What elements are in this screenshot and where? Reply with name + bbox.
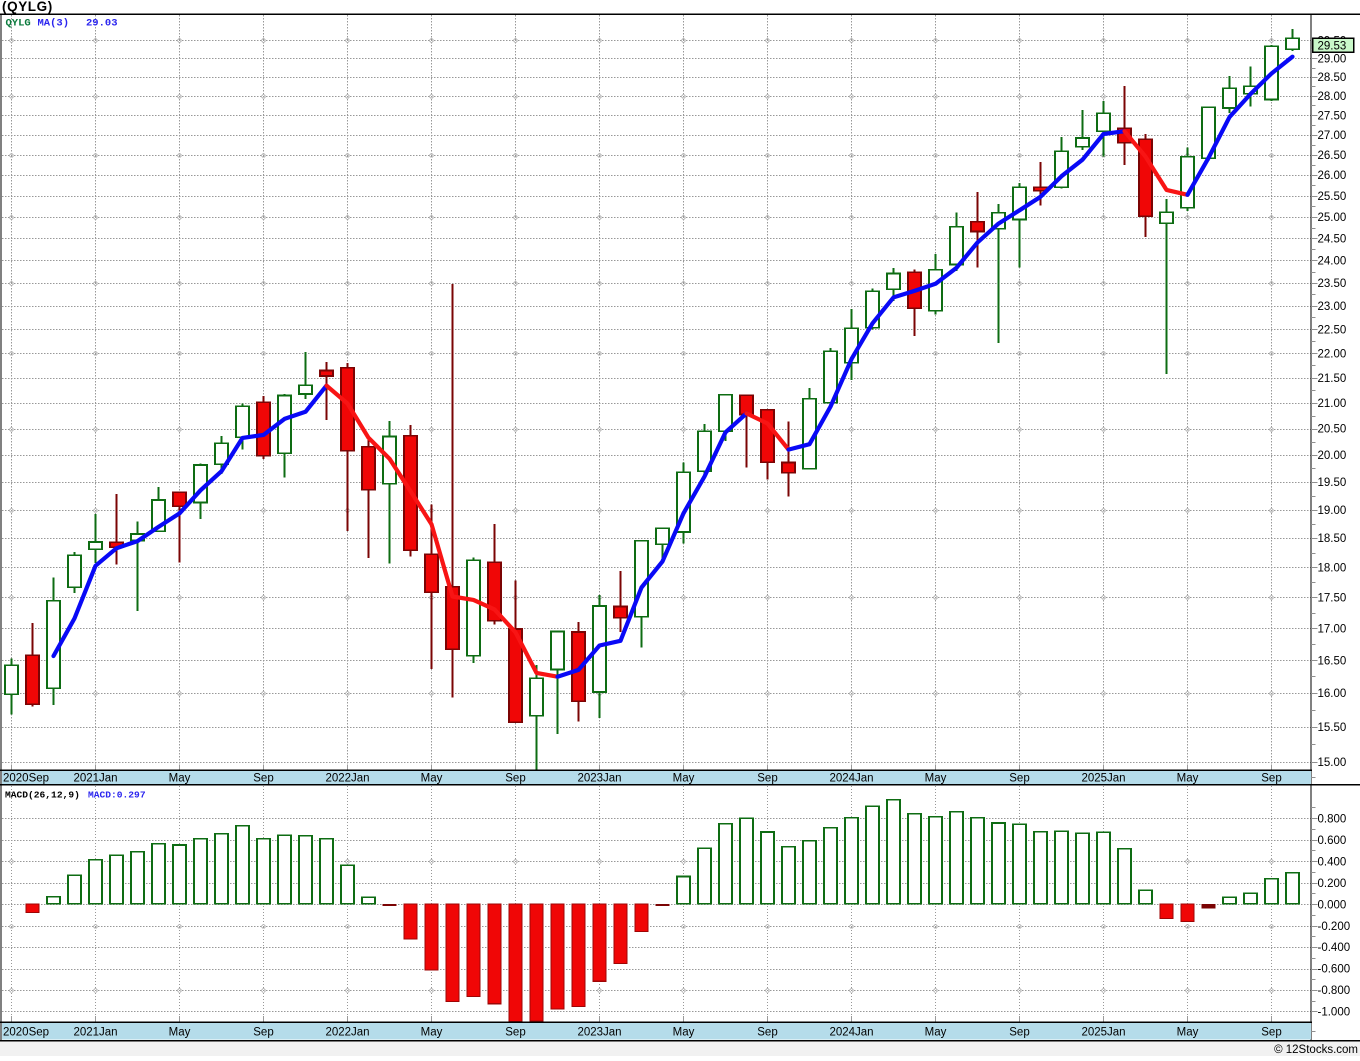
svg-text:-0.200: -0.200: [1318, 921, 1351, 933]
svg-text:22.50: 22.50: [1318, 324, 1347, 336]
svg-text:27.00: 27.00: [1318, 130, 1347, 142]
svg-text:21.00: 21.00: [1318, 398, 1347, 410]
svg-text:2024Jan: 2024Jan: [829, 773, 873, 785]
svg-text:17.50: 17.50: [1318, 593, 1347, 605]
svg-text:May: May: [673, 1027, 695, 1039]
svg-text:26.00: 26.00: [1318, 170, 1347, 182]
svg-text:Sep: Sep: [505, 773, 525, 785]
svg-text:29.53: 29.53: [1318, 41, 1347, 53]
svg-text:19.50: 19.50: [1318, 477, 1347, 489]
svg-text:24.50: 24.50: [1318, 234, 1347, 246]
svg-text:24.00: 24.00: [1318, 256, 1347, 268]
svg-text:MA(3): MA(3): [38, 18, 70, 30]
svg-text:2020Sep: 2020Sep: [3, 1027, 49, 1039]
svg-text:QYLG: QYLG: [6, 18, 31, 30]
svg-text:23.50: 23.50: [1318, 278, 1347, 290]
svg-text:MACD:0.297: MACD:0.297: [88, 790, 146, 801]
svg-text:26.50: 26.50: [1318, 150, 1347, 162]
svg-text:21.50: 21.50: [1318, 373, 1347, 385]
svg-text:May: May: [1177, 1027, 1199, 1039]
svg-text:20.50: 20.50: [1318, 424, 1347, 436]
svg-text:27.50: 27.50: [1318, 110, 1347, 122]
svg-text:15.50: 15.50: [1318, 722, 1347, 734]
svg-text:0.000: 0.000: [1318, 899, 1347, 911]
svg-text:15.00: 15.00: [1318, 757, 1347, 769]
svg-text:29.00: 29.00: [1318, 54, 1347, 66]
svg-text:Sep: Sep: [253, 773, 273, 785]
svg-text:2025Jan: 2025Jan: [1081, 773, 1125, 785]
svg-text:Sep: Sep: [1261, 1027, 1281, 1039]
svg-text:23.00: 23.00: [1318, 301, 1347, 313]
svg-text:-0.600: -0.600: [1318, 964, 1351, 976]
svg-text:0.600: 0.600: [1318, 835, 1347, 847]
svg-text:2021Jan: 2021Jan: [73, 1027, 117, 1039]
svg-text:2020Sep: 2020Sep: [3, 773, 49, 785]
svg-text:May: May: [169, 1027, 191, 1039]
svg-text:Sep: Sep: [757, 1027, 777, 1039]
svg-text:22.00: 22.00: [1318, 348, 1347, 360]
svg-text:2022Jan: 2022Jan: [325, 773, 369, 785]
svg-text:May: May: [421, 1027, 443, 1039]
svg-text:25.50: 25.50: [1318, 191, 1347, 203]
svg-text:May: May: [673, 773, 695, 785]
svg-text:0.200: 0.200: [1318, 878, 1347, 890]
svg-text:2021Jan: 2021Jan: [73, 773, 117, 785]
svg-text:May: May: [1177, 773, 1199, 785]
svg-text:May: May: [925, 1027, 947, 1039]
svg-text:MACD(26,12,9): MACD(26,12,9): [5, 790, 80, 801]
svg-text:2023Jan: 2023Jan: [577, 1027, 621, 1039]
svg-text:May: May: [421, 773, 443, 785]
svg-text:May: May: [925, 773, 947, 785]
svg-text:Sep: Sep: [757, 773, 777, 785]
svg-text:Sep: Sep: [253, 1027, 273, 1039]
svg-text:2025Jan: 2025Jan: [1081, 1027, 1125, 1039]
svg-text:2022Jan: 2022Jan: [325, 1027, 369, 1039]
svg-text:2024Jan: 2024Jan: [829, 1027, 873, 1039]
svg-text:© 12Stocks.com: © 12Stocks.com: [1274, 1044, 1358, 1056]
svg-text:16.50: 16.50: [1318, 655, 1347, 667]
svg-text:2023Jan: 2023Jan: [577, 773, 621, 785]
svg-text:Sep: Sep: [1261, 773, 1281, 785]
svg-text:-1.000: -1.000: [1318, 1007, 1351, 1019]
svg-text:28.00: 28.00: [1318, 91, 1347, 103]
svg-text:0.800: 0.800: [1318, 813, 1347, 825]
svg-text:-0.400: -0.400: [1318, 942, 1351, 954]
svg-text:16.00: 16.00: [1318, 688, 1347, 700]
svg-text:18.00: 18.00: [1318, 563, 1347, 575]
svg-text:0.400: 0.400: [1318, 856, 1347, 868]
svg-text:May: May: [169, 773, 191, 785]
svg-text:Sep: Sep: [505, 1027, 525, 1039]
svg-text:(QYLG): (QYLG): [2, 0, 53, 14]
svg-text:25.00: 25.00: [1318, 212, 1347, 224]
svg-text:28.50: 28.50: [1318, 72, 1347, 84]
svg-text:-0.800: -0.800: [1318, 985, 1351, 997]
svg-text:Sep: Sep: [1009, 1027, 1029, 1039]
svg-text:19.00: 19.00: [1318, 505, 1347, 517]
svg-text:20.00: 20.00: [1318, 450, 1347, 462]
svg-text:18.50: 18.50: [1318, 533, 1347, 545]
svg-text:17.00: 17.00: [1318, 623, 1347, 635]
svg-text:29.03: 29.03: [86, 18, 118, 30]
svg-text:Sep: Sep: [1009, 773, 1029, 785]
